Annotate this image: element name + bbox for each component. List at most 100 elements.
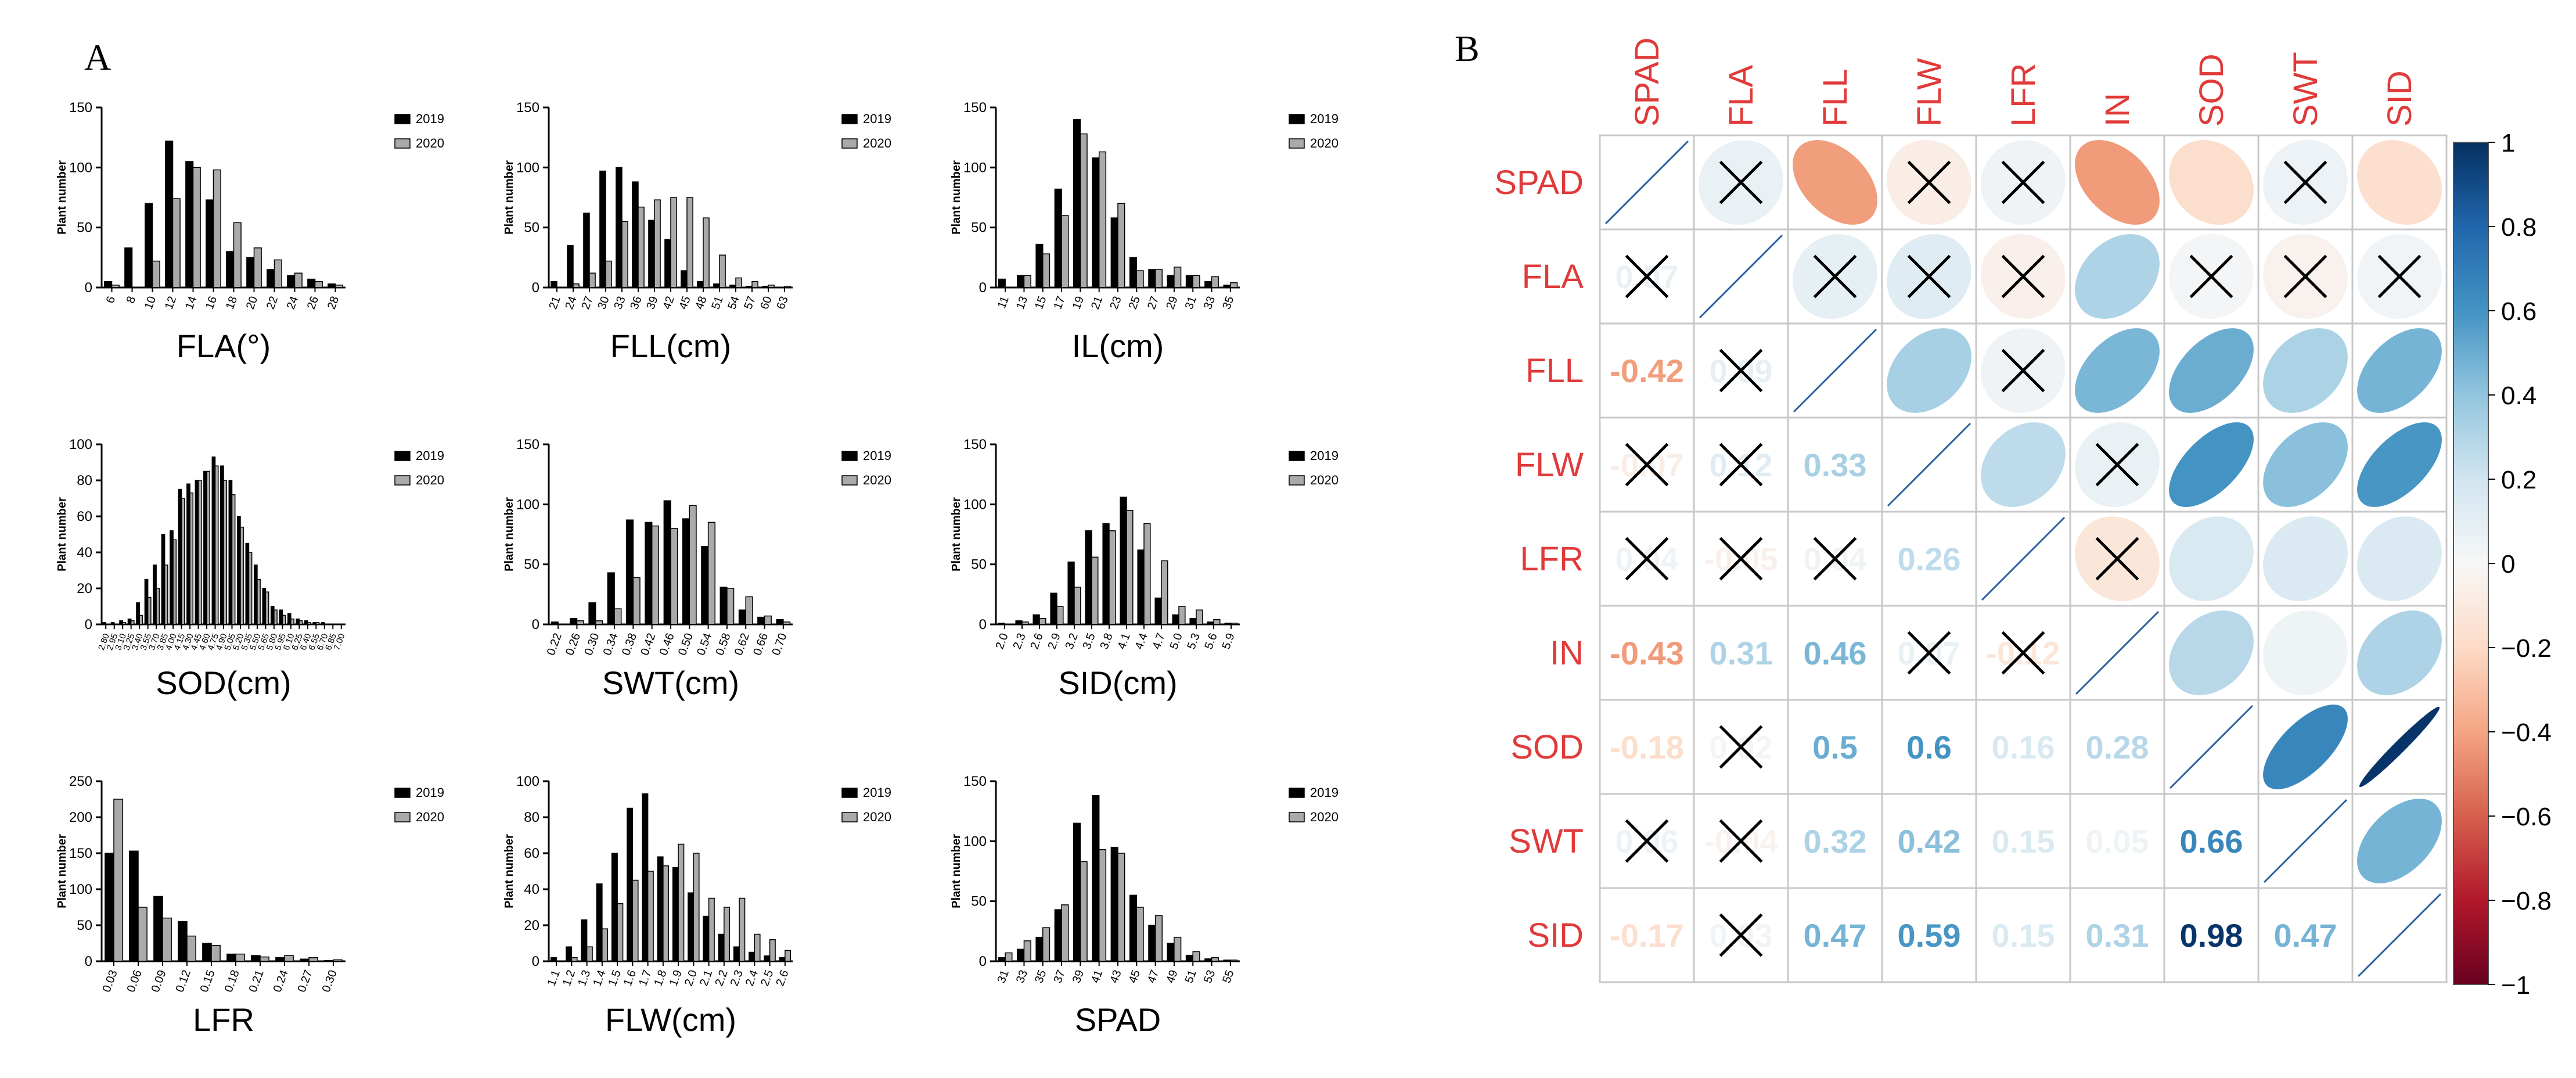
bar-2020-5.6 [1213,619,1221,625]
x-tick-label: 33 [611,294,628,311]
nonsignificant-cross [1719,725,1763,769]
bar-2020-43 [1117,853,1125,962]
corr-cell-SWT-LFR: 0.15 [1975,793,2071,889]
nonsignificant-cross [1719,160,1763,204]
bar-2019-3.70 [153,564,157,625]
corr-cell-frame [2163,887,2260,983]
legend-label-2019: 2019 [863,112,891,126]
bar-2019-2.0 [688,892,695,962]
corr-ellipse [2359,706,2440,788]
y-tick-label: 50 [524,220,539,236]
corr-cell-SID-LFR: 0.15 [1975,887,2071,983]
bar-2020-3.85 [164,564,168,625]
x-tick-label: 55 [1220,968,1236,984]
bar-2020-20 [253,247,262,288]
bar-2020-19 [1080,133,1088,288]
corr-cell-FLA-SOD [2163,228,2260,325]
corr-cell-SOD-SID [2351,699,2448,795]
bar-2019-2.4 [749,951,755,962]
corr-ellipse [2075,234,2160,319]
corr-ellipse [2169,422,2254,507]
bar-2019-51 [713,283,720,288]
y-tick-label: 250 [69,774,92,789]
corr-cell-SWT-SOD: 0.66 [2163,793,2260,889]
bar-2019-21 [551,281,557,288]
x-tick-label: 54 [725,294,742,311]
y-tick-label: 150 [963,774,987,789]
x-tick-label: 0.27 [296,968,315,994]
x-tick-label: 16 [203,294,220,311]
legend-swatch-2020 [394,812,411,822]
legend-swatch-2020 [394,138,411,149]
bar-2019-15 [1035,243,1044,288]
bar-2019-26 [307,278,316,288]
corr-cell-SID-SPAD: -0.17 [1599,887,1695,983]
nonsignificant-cross [2001,160,2045,204]
bar-2020-1.2 [571,957,578,962]
x-tick-label: 0.06 [125,968,145,994]
x-tick-label: 30 [595,294,611,311]
legend-label-2020: 2020 [416,810,444,824]
bar-2020-0.12 [186,935,196,962]
bar-2020-0.15 [211,944,221,962]
legend-label-2019: 2019 [1310,112,1339,126]
col-label-SID: SID [2381,70,2419,127]
corr-value: 0.31 [1710,635,1773,671]
y-tick-label: 100 [516,497,539,512]
bar-2020-55 [1230,960,1238,962]
x-tick-label: 0.22 [545,631,564,657]
corr-cell-SID-SWT: 0.47 [2257,887,2354,983]
corr-value: 0.6 [1906,729,1952,766]
bar-2020-6.55 [315,622,320,625]
bar-2020-0.58 [726,588,735,625]
bar-2019-25 [1129,257,1138,288]
bar-2019-5.65 [262,588,267,625]
y-tick-label: 80 [77,473,92,488]
nonsignificant-cross [2095,443,2139,487]
col-label-FLA: FLA [1722,64,1760,127]
bar-2019-18 [226,251,235,288]
bar-2019-3.5 [1085,530,1092,625]
colorbar-tick-label: 0.8 [2501,213,2537,242]
bar-2019-1.9 [672,867,679,962]
corr-cell-FLL-LFR [1975,322,2071,419]
corr-value: 0.15 [1992,917,2055,954]
y-tick-label: 80 [524,810,539,825]
nonsignificant-cross [1813,254,1857,299]
x-tick-label: 1.5 [606,968,624,988]
x-tick-label: 3.2 [1063,631,1081,651]
corr-cell-FLA-LFR [1975,228,2071,325]
bar-2020-42 [670,197,677,288]
bar-2020-0.42 [651,525,660,625]
bar-2020-39 [1080,861,1088,962]
legend-label-2019: 2019 [863,785,891,800]
nonsignificant-cross [2377,254,2422,299]
y-tick-label: 150 [69,100,92,116]
nonsignificant-cross [2095,537,2139,581]
corr-cell-FLW-FLW [1881,416,1977,513]
nonsignificant-cross [1625,537,1669,581]
x-tick-label: 49 [1164,968,1180,984]
bar-2019-3.25 [127,618,132,625]
x-tick-label: 27 [579,294,595,311]
x-tick-label: 0.18 [222,968,242,994]
bar-2020-0.62 [745,596,753,625]
bar-2020-0.30 [595,620,603,625]
x-tick-label: 1.7 [636,968,654,988]
corr-value: 0.46 [1804,635,1867,671]
corr-ellipse [2169,140,2254,225]
legend-swatch-2020 [1289,138,1305,149]
corr-cell-SPAD-FLL [1787,134,1883,231]
y-tick-label: 150 [963,437,987,452]
corr-ellipse [2357,516,2442,601]
y-tick-label: 50 [971,894,987,910]
bar-2020-24 [573,283,580,288]
x-tick-label: 0.15 [198,968,218,994]
bar-2020-0.38 [632,577,641,625]
x-tick-label: 2.1 [697,968,715,988]
corr-cell-SPAD-SPAD [1599,134,1695,231]
legend-label-2020: 2020 [863,810,891,824]
bar-2019-51 [1185,954,1193,962]
